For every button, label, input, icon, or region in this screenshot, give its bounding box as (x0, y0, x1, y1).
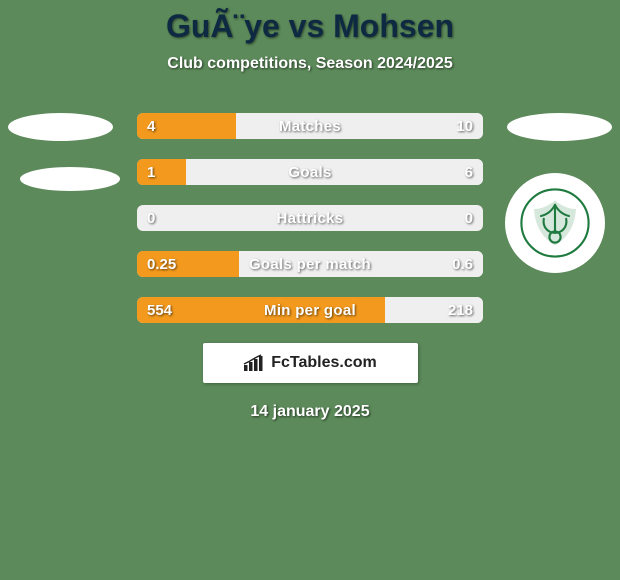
bar-right-value: 0 (465, 205, 473, 231)
player-right-logo-2 (505, 173, 605, 273)
bar-row-goals-per-match: 0.25 Goals per match 0.6 (137, 251, 483, 277)
bar-chart-icon (243, 354, 265, 372)
bar-right-value: 218 (448, 297, 473, 323)
date-text: 14 january 2025 (0, 403, 620, 421)
page-title: GuÃ¨ye vs Mohsen (0, 0, 620, 45)
stats-bars: 4 Matches 10 1 Goals 6 0 Hattricks 0 (137, 113, 483, 323)
bar-right-value: 6 (465, 159, 473, 185)
bar-label: Min per goal (137, 297, 483, 323)
bar-row-min-per-goal: 554 Min per goal 218 (137, 297, 483, 323)
player-right-logo-1 (507, 113, 612, 141)
branding-text: FcTables.com (271, 354, 377, 372)
bar-row-matches: 4 Matches 10 (137, 113, 483, 139)
bar-label: Goals (137, 159, 483, 185)
branding-badge: FcTables.com (203, 343, 418, 383)
page-root: GuÃ¨ye vs Mohsen Club competitions, Seas… (0, 0, 620, 580)
player-left-logo-1 (8, 113, 113, 141)
bar-right-value: 0.6 (452, 251, 473, 277)
bar-label: Matches (137, 113, 483, 139)
page-subtitle: Club competitions, Season 2024/2025 (0, 55, 620, 73)
bar-row-goals: 1 Goals 6 (137, 159, 483, 185)
bar-label: Goals per match (137, 251, 483, 277)
bar-row-hattricks: 0 Hattricks 0 (137, 205, 483, 231)
bar-label: Hattricks (137, 205, 483, 231)
player-left-logo-2 (20, 167, 120, 191)
club-crest-icon (520, 188, 590, 258)
chart-area: 4 Matches 10 1 Goals 6 0 Hattricks 0 (0, 113, 620, 421)
bar-right-value: 10 (456, 113, 473, 139)
